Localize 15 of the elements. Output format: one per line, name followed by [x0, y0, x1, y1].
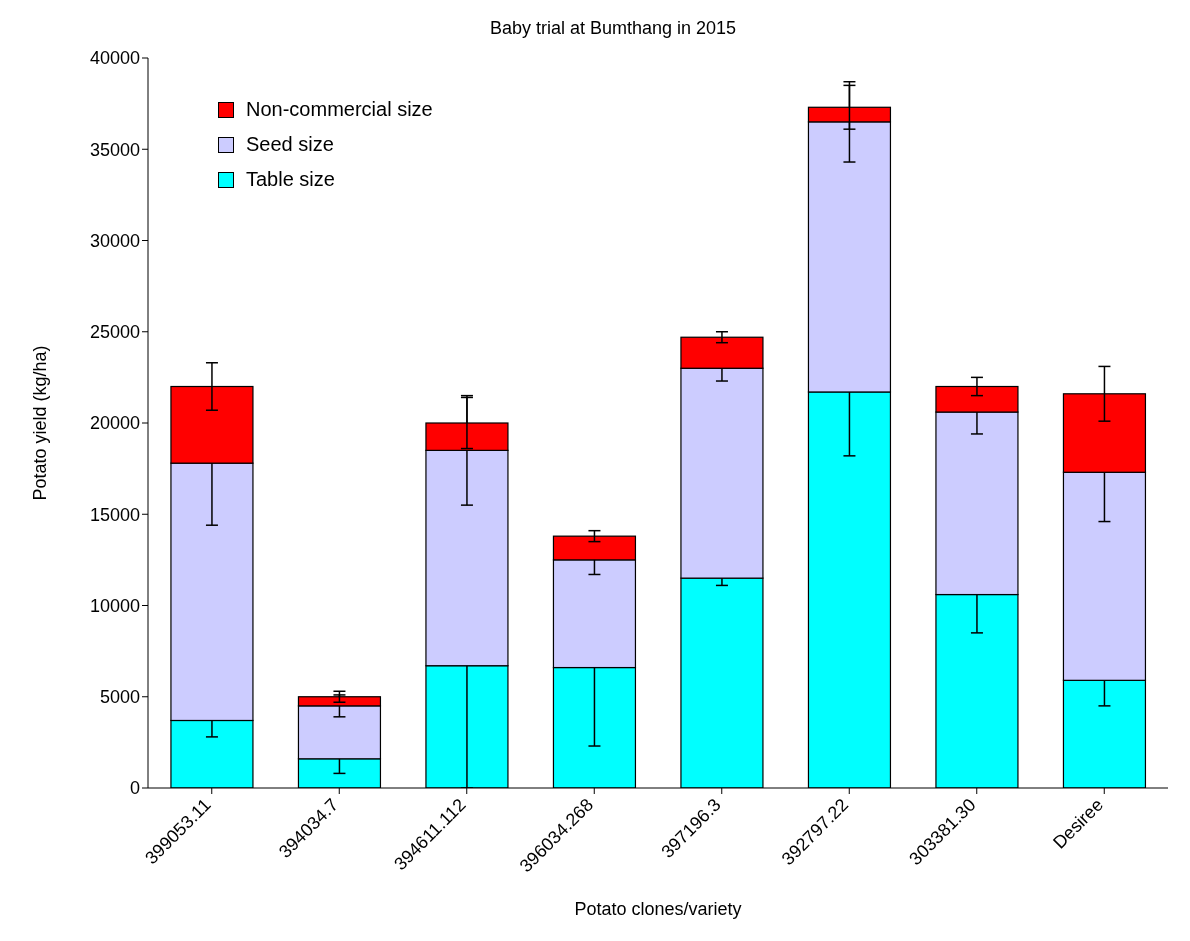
chart-title: Baby trial at Bumthang in 2015	[488, 18, 738, 39]
y-tick-label: 5000	[99, 687, 140, 708]
legend-label: Table size	[246, 168, 335, 191]
y-tick-label: 0	[129, 778, 140, 799]
y-tick-label: 35000	[89, 139, 140, 160]
x-axis-title: Potato clones/variety	[573, 899, 743, 920]
legend-label: Non-commercial size	[246, 98, 433, 121]
y-axis-title: Potato yield (kg/ha)	[29, 345, 51, 501]
y-tick-label: 20000	[89, 413, 140, 434]
legend-label: Seed size	[246, 133, 334, 156]
y-tick-label: 15000	[89, 504, 140, 525]
y-tick-label: 40000	[89, 48, 140, 69]
y-tick-label: 10000	[89, 595, 140, 616]
y-tick-label: 25000	[89, 322, 140, 343]
y-tick-label: 30000	[89, 230, 140, 251]
